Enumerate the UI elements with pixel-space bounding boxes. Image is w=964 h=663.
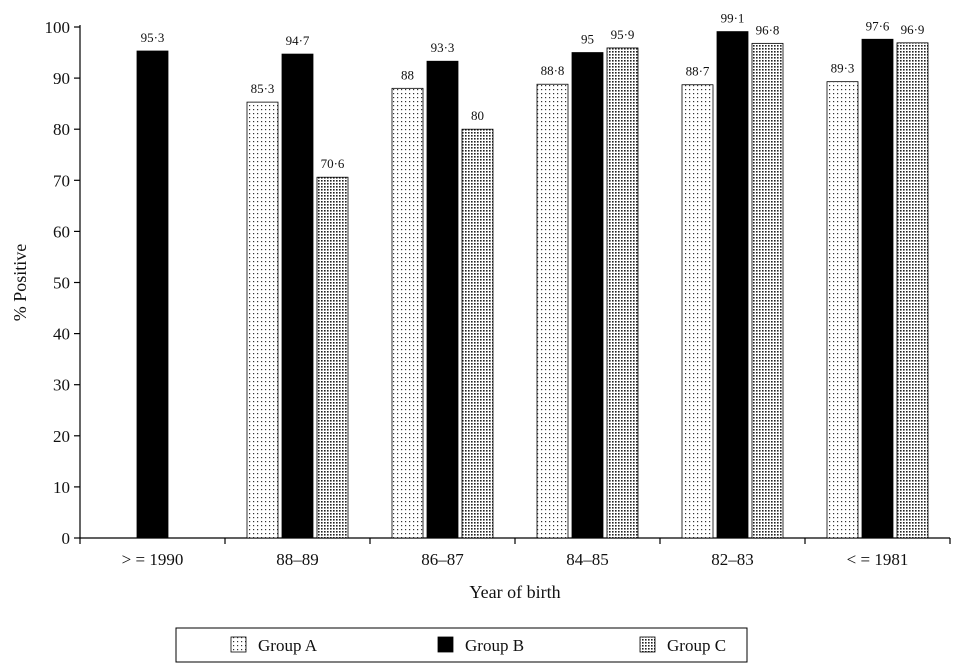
y-axis-title: % Positive: [10, 244, 30, 322]
bar-group-b: [571, 52, 604, 539]
bar-group-a: [681, 84, 714, 539]
bar-group-b: [281, 53, 314, 539]
x-tick-label: 82–83: [711, 550, 754, 569]
data-labels: 95·3 85·3 94·7 70·6 88 93·3 80 88·8 95 95·9 88·7 99…: [141, 11, 925, 172]
bar-group-a: [246, 101, 279, 539]
x-tick-label: 88–89: [276, 550, 319, 569]
axes: 0 10 20 30 40 50 60 70 80 90 100 % Positive > = 1990…: [10, 18, 951, 602]
x-tick-label: < = 1981: [847, 550, 909, 569]
legend-label: Group B: [465, 636, 524, 655]
data-label: 99·1: [721, 11, 745, 26]
x-axis-title: Year of birth: [469, 582, 560, 602]
bar-group-c: [896, 42, 929, 539]
data-label: 95: [581, 32, 594, 47]
data-label: 97·6: [866, 18, 890, 33]
data-label: 93·3: [431, 40, 455, 55]
bar-group-a: [536, 83, 569, 539]
data-label: 88·7: [686, 64, 710, 79]
bar-group-c: [751, 42, 784, 539]
legend-swatch: [230, 636, 247, 653]
legend-label: Group C: [667, 636, 726, 655]
y-tick-label: 30: [53, 376, 70, 395]
legend: Group A Group B Group C: [175, 627, 748, 663]
y-tick-label: 80: [53, 120, 70, 139]
data-label: 96·8: [756, 22, 780, 37]
data-label: 95·3: [141, 30, 165, 45]
data-label: 94·7: [286, 33, 310, 48]
y-tick-label: 60: [53, 222, 70, 241]
bar-group-a: [826, 81, 859, 539]
x-tick-label: 84–85: [566, 550, 609, 569]
legend-swatch: [639, 636, 656, 653]
bar-group-c: [461, 128, 494, 539]
data-label: 88·8: [541, 63, 565, 78]
y-tick-label: 70: [53, 171, 70, 190]
y-tick-label: 0: [62, 529, 71, 548]
y-tick-label: 90: [53, 69, 70, 88]
y-tick-label: 100: [45, 18, 71, 37]
legend-swatch: [437, 636, 454, 653]
data-label: 96·9: [901, 22, 925, 37]
y-tick-label: 40: [53, 325, 70, 344]
data-label: 89·3: [831, 61, 855, 76]
bar-group-c: [606, 47, 639, 539]
data-label: 85·3: [251, 81, 275, 96]
data-label: 88: [401, 67, 414, 82]
data-label: 95·9: [611, 27, 635, 42]
bar-group-b: [136, 50, 169, 539]
data-label: 70·6: [321, 156, 345, 171]
data-label: 80: [471, 108, 484, 123]
legend-label: Group A: [258, 636, 318, 655]
y-tick-label: 50: [53, 274, 70, 293]
x-tick-label: > = 1990: [122, 550, 184, 569]
y-tick-label: 10: [53, 478, 70, 497]
bars: [136, 31, 929, 539]
bar-group-b: [426, 60, 459, 539]
y-tick-label: 20: [53, 427, 70, 446]
bar-group-c: [316, 176, 349, 539]
bar-group-a: [391, 87, 424, 539]
bar-group-b: [861, 38, 894, 539]
x-tick-label: 86–87: [421, 550, 464, 569]
bar-group-b: [716, 31, 749, 539]
